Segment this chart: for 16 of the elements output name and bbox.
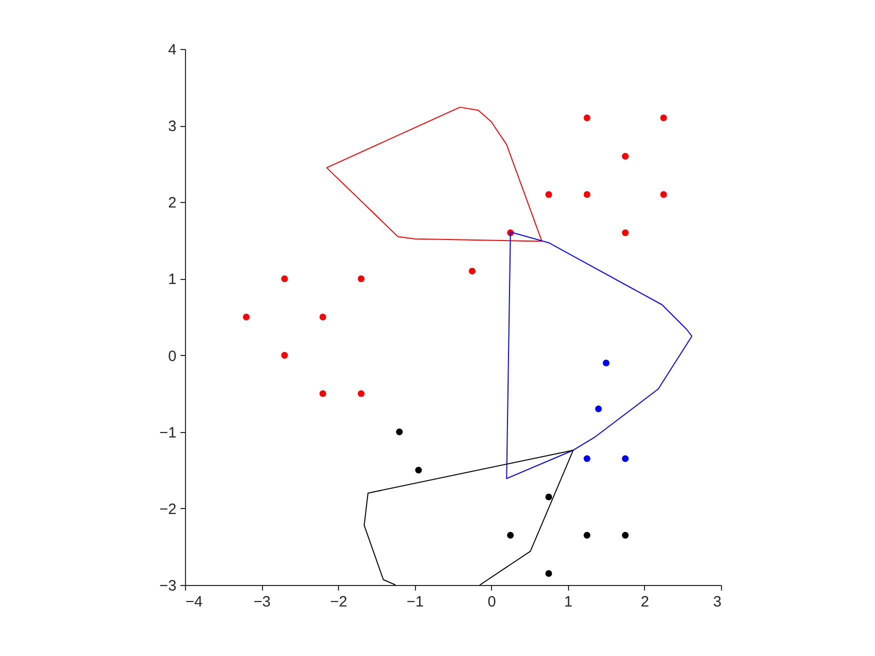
y-tick-label: 1 — [168, 271, 176, 288]
y-tick-label: −2 — [159, 500, 176, 518]
y-tick-label: 2 — [168, 194, 176, 212]
x-tick-label: −3 — [254, 594, 271, 610]
y-tick-label: 3 — [168, 118, 176, 136]
x-tick-label: 1 — [564, 594, 573, 610]
x-tick-label: −1 — [406, 594, 424, 610]
x-tick-label: −2 — [330, 594, 348, 610]
x-tick-label: 3 — [713, 594, 722, 610]
x-tick-label: −4 — [186, 594, 203, 610]
y-tick-label: −3 — [159, 578, 176, 594]
y-tick-label: 0 — [168, 348, 176, 365]
x-tick-label: 0 — [488, 594, 496, 610]
y-tick-label: −1 — [159, 424, 176, 442]
x-tick-label: 2 — [640, 594, 650, 610]
y-tick-label: 4 — [168, 42, 176, 58]
